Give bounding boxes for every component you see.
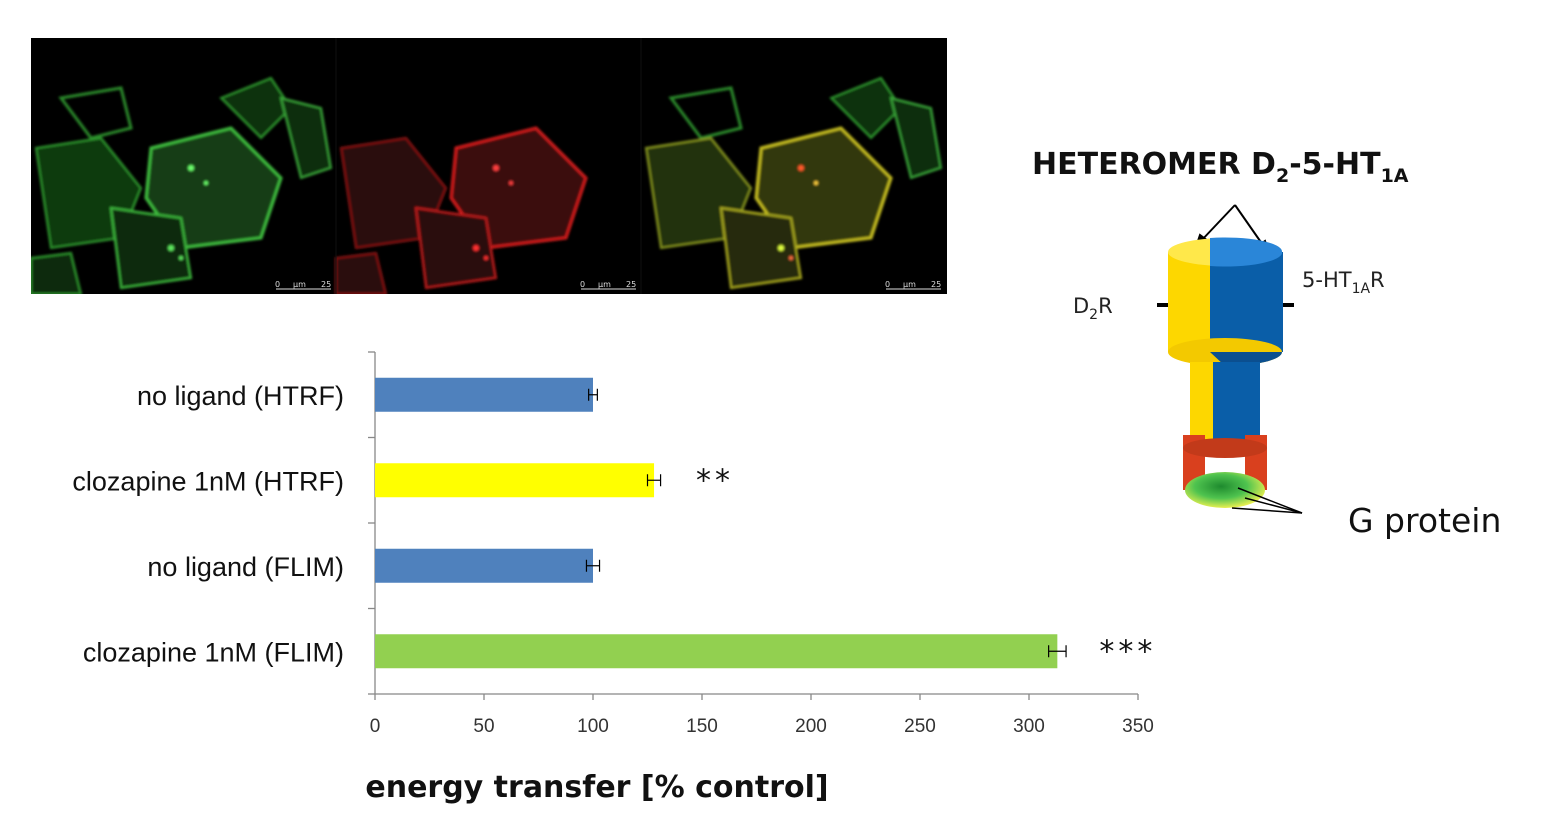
category-label: clozapine 1nM (HTRF) [72, 466, 344, 496]
x-tick-label: 250 [904, 716, 936, 737]
significance-marker: ** [696, 463, 734, 498]
x-tick-label: 150 [686, 716, 718, 737]
g-protein-label: G protein [1348, 501, 1501, 540]
scale-bar-zero: 0 [580, 280, 585, 289]
x-axis-title: energy transfer [% control] [365, 770, 828, 805]
category-label: no ligand (HTRF) [137, 381, 344, 411]
receptor-top-cylinder [1168, 237, 1283, 366]
significance-marker: *** [1099, 634, 1156, 669]
red-channel-panel [335, 126, 588, 294]
scale-bar-1: 0 μm 25 [275, 280, 331, 290]
x-tick-label: 0 [370, 716, 381, 737]
bar [375, 377, 593, 412]
scale-bar-unit: μm [903, 280, 916, 289]
scale-bar-zero: 0 [275, 280, 280, 289]
x-tick-label: 100 [577, 716, 609, 737]
bar [375, 463, 655, 498]
scale-bar-value: 25 [626, 280, 636, 289]
x-tick-label: 350 [1122, 716, 1154, 737]
bar [375, 548, 593, 583]
green-channel-panel [31, 76, 333, 294]
x-tick-label: 50 [473, 716, 494, 737]
g-protein-arrows [1231, 487, 1303, 514]
scale-bar-unit: μm [293, 280, 306, 289]
energy-transfer-bar-chart: 0 50 100 150 200 250 300 350 no ligand (HTRF) clo… [72, 351, 1156, 805]
heteromer-diagram: HETEROMER D2-5-HT1A D2R 5-HT1AR [1032, 147, 1501, 540]
category-label: no ligand (FLIM) [147, 552, 344, 582]
scale-bar-3: 0 μm 25 [885, 280, 941, 290]
receptor-stem [1190, 362, 1260, 442]
d2r-label: D2R [1073, 294, 1113, 323]
x-tick-label: 300 [1013, 716, 1045, 737]
merged-channel-panel [644, 76, 943, 290]
scale-bar-zero: 0 [885, 280, 890, 289]
microscopy-image-strip: 0 μm 25 0 μm 25 0 μm 25 [31, 38, 947, 294]
bar [375, 634, 1058, 669]
scale-bar-value: 25 [321, 280, 331, 289]
category-label: clozapine 1nM (FLIM) [83, 637, 344, 667]
5ht1ar-label: 5-HT1AR [1302, 268, 1385, 297]
scale-bar-2: 0 μm 25 [580, 280, 636, 290]
heteromer-title: HETEROMER D2-5-HT1A [1032, 147, 1409, 187]
scale-bar-value: 25 [931, 280, 941, 289]
scale-bar-unit: μm [598, 280, 611, 289]
x-tick-label: 200 [795, 716, 827, 737]
g-protein-shape [1183, 435, 1267, 508]
